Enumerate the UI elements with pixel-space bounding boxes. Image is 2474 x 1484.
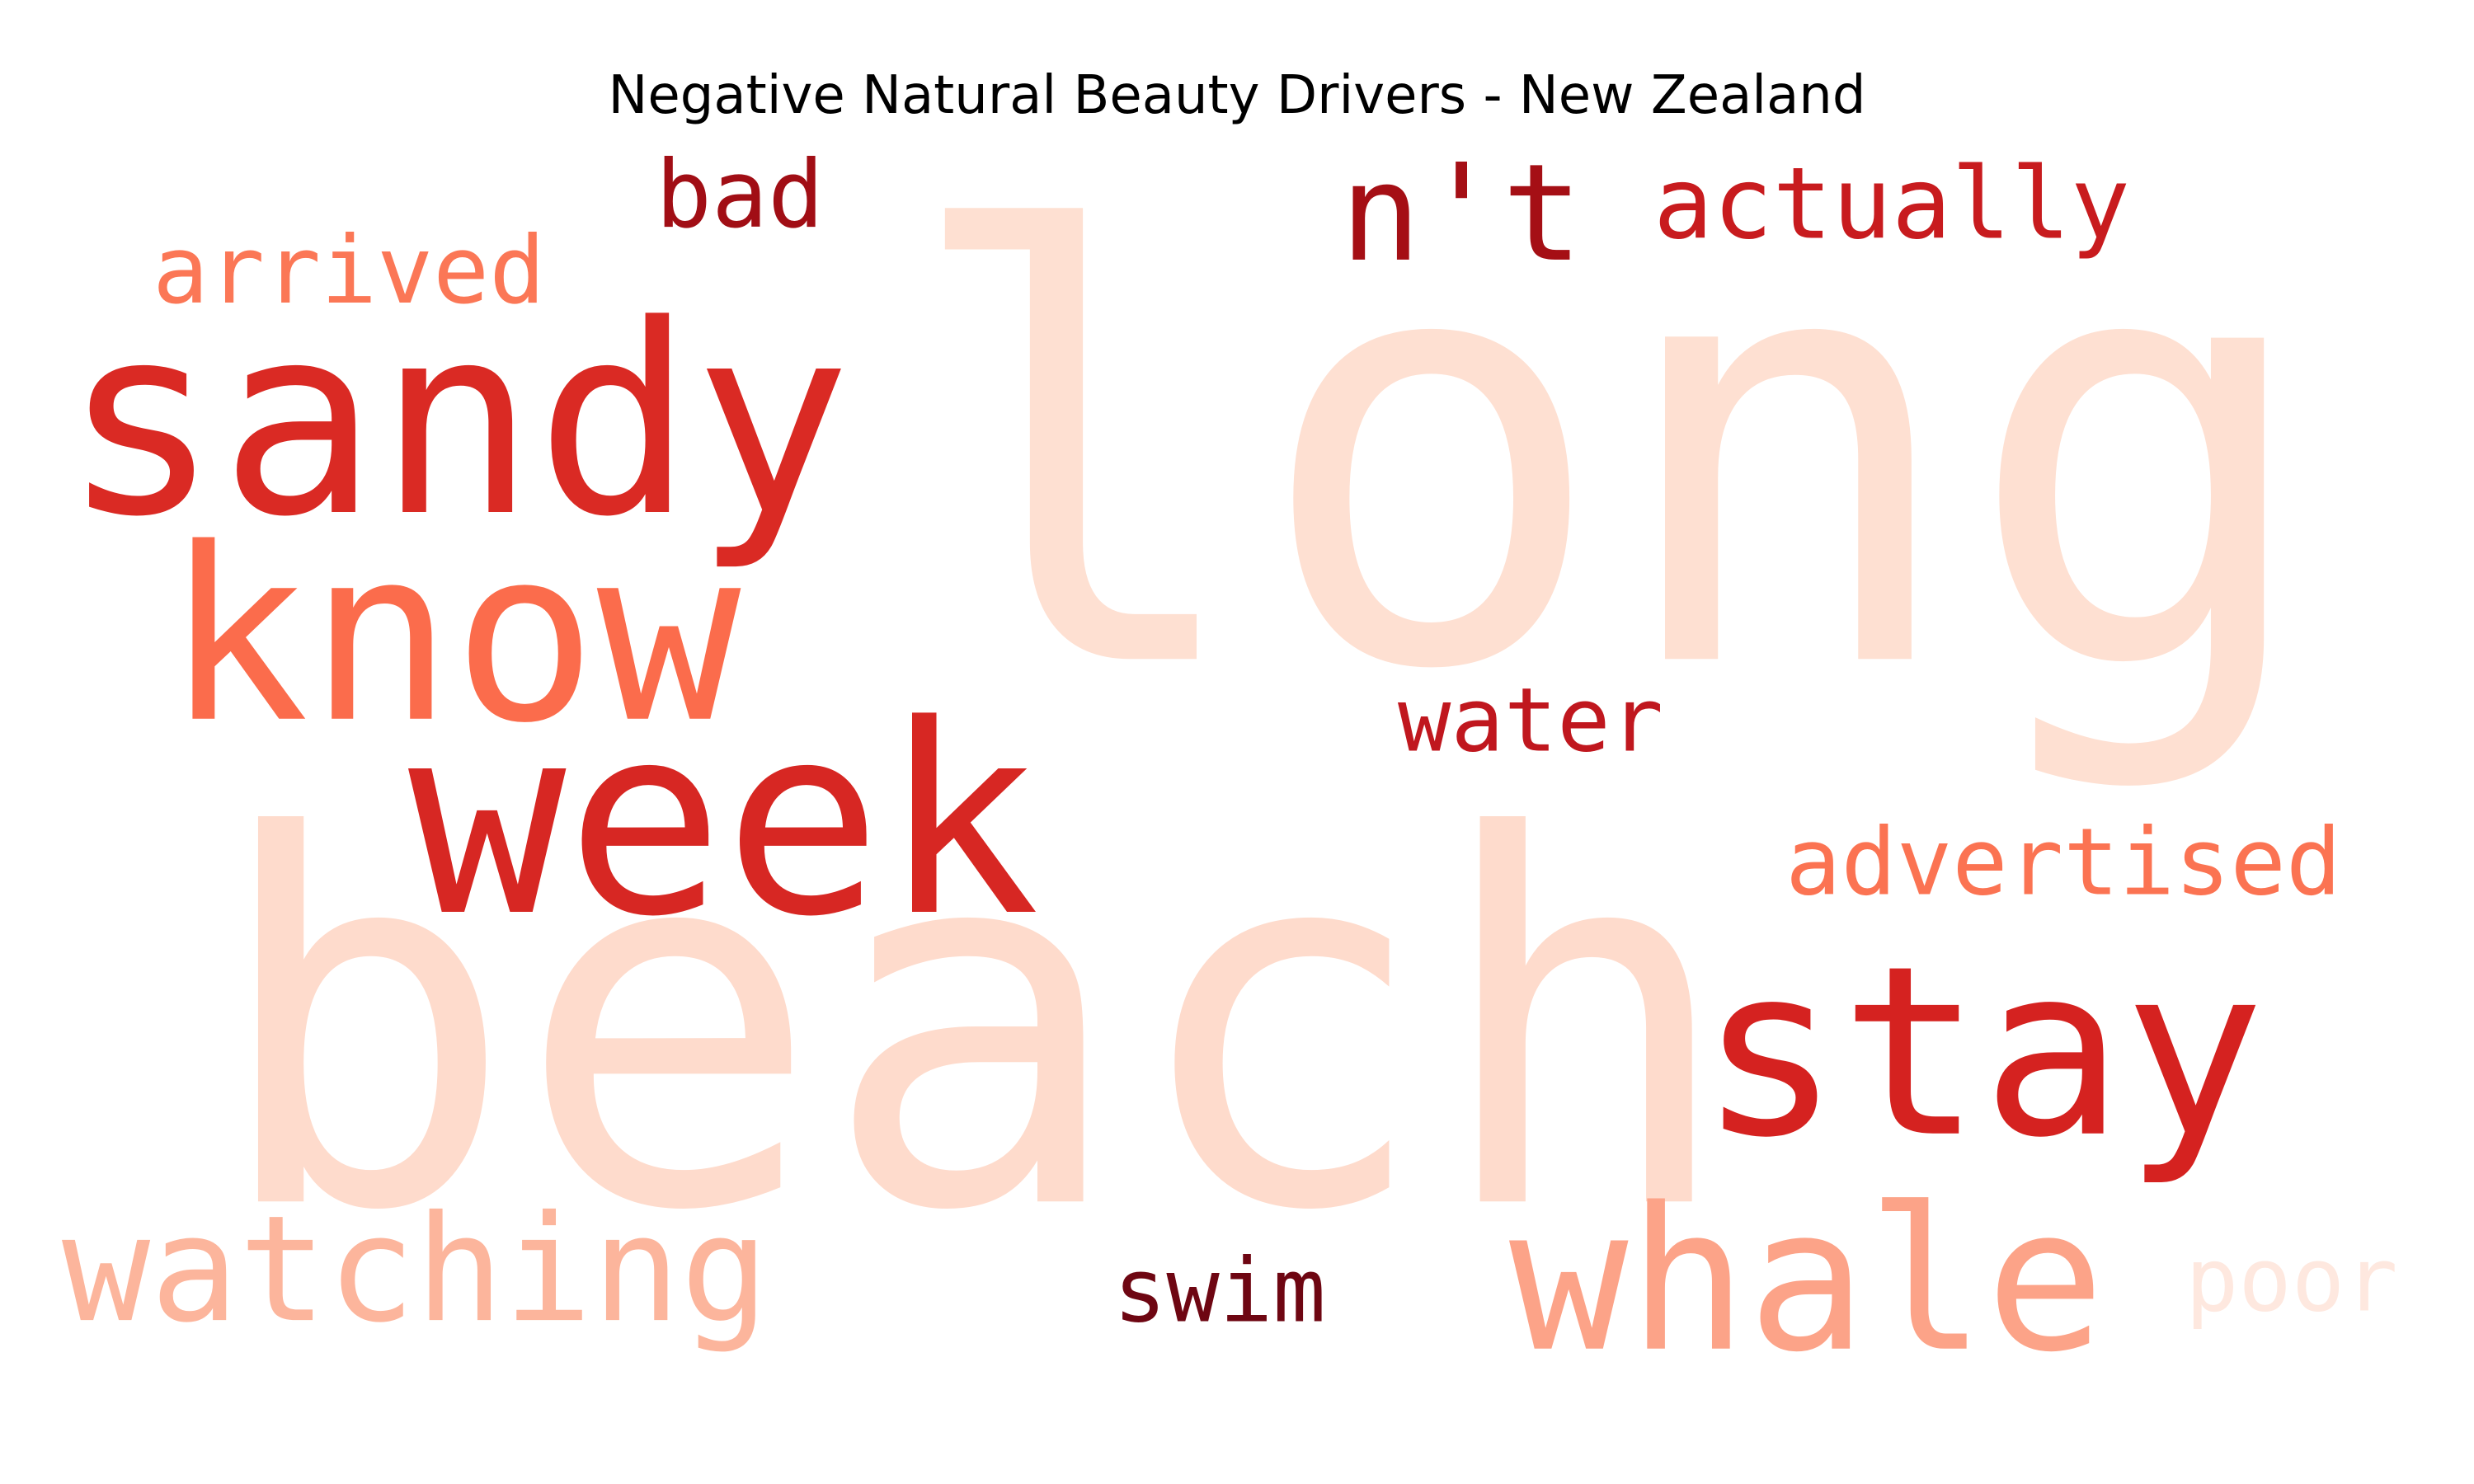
word-know: know xyxy=(165,497,741,776)
word-swim: swim xyxy=(1113,1240,1326,1343)
word-long: long xyxy=(899,111,2319,799)
word-watching: watching xyxy=(62,1184,769,1355)
word-actually: actually xyxy=(1653,147,2130,262)
word-whale: whale xyxy=(1509,1164,2105,1396)
word-bad: bad xyxy=(656,139,825,249)
word-week: week xyxy=(408,668,1040,974)
word-sandy: sandy xyxy=(62,268,852,574)
word-poor: poor xyxy=(2185,1229,2398,1332)
word-advertised: advertised xyxy=(1785,809,2342,917)
word-arrived: arrived xyxy=(153,215,546,325)
word-water: water xyxy=(1398,669,1664,773)
word-nt: n't xyxy=(1340,135,1583,292)
chart-title: Negative Natural Beauty Drivers - New Ze… xyxy=(608,65,1866,126)
word-stay: stay xyxy=(1699,915,2265,1190)
word-beach: beach xyxy=(210,731,1738,1322)
